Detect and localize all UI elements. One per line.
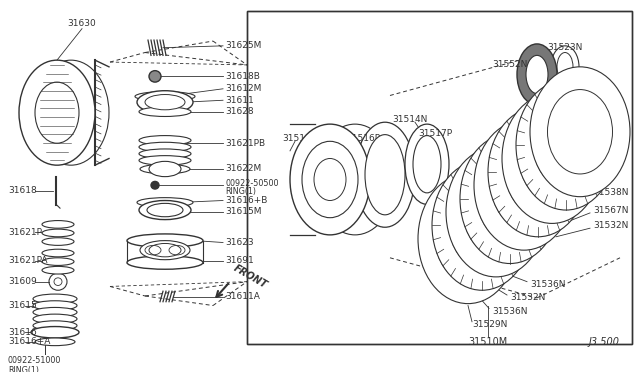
Ellipse shape: [502, 94, 602, 224]
Text: 31529N: 31529N: [472, 320, 508, 329]
Ellipse shape: [139, 155, 191, 165]
Ellipse shape: [315, 124, 395, 235]
Ellipse shape: [135, 92, 195, 101]
Ellipse shape: [127, 234, 203, 247]
Ellipse shape: [127, 256, 203, 269]
Ellipse shape: [365, 135, 405, 215]
Text: 31615: 31615: [8, 301, 36, 310]
Ellipse shape: [516, 80, 616, 210]
Ellipse shape: [530, 67, 630, 197]
Ellipse shape: [33, 301, 77, 310]
Ellipse shape: [149, 243, 181, 257]
Ellipse shape: [432, 160, 532, 290]
Text: 31611A: 31611A: [225, 292, 260, 301]
Text: 31621PB: 31621PB: [225, 139, 265, 148]
Ellipse shape: [42, 266, 74, 274]
Text: 31616+B: 31616+B: [225, 196, 268, 205]
Ellipse shape: [139, 107, 191, 116]
Ellipse shape: [33, 294, 77, 304]
Text: 31536N: 31536N: [492, 307, 527, 316]
Circle shape: [151, 182, 159, 189]
Text: 31622M: 31622M: [225, 164, 261, 173]
Text: 31621P: 31621P: [8, 228, 42, 237]
Ellipse shape: [139, 201, 191, 219]
Text: 31618B: 31618B: [225, 72, 260, 81]
Ellipse shape: [460, 134, 560, 263]
Text: 31630: 31630: [68, 19, 97, 28]
Ellipse shape: [140, 241, 190, 260]
Text: 31516P: 31516P: [346, 134, 380, 143]
Text: 31623: 31623: [225, 238, 253, 247]
Ellipse shape: [140, 164, 190, 174]
Ellipse shape: [290, 124, 370, 235]
Text: 31532N: 31532N: [593, 221, 628, 230]
Text: 31567N: 31567N: [593, 206, 628, 215]
Text: 31511M: 31511M: [282, 134, 319, 143]
Ellipse shape: [405, 124, 449, 204]
Circle shape: [149, 71, 161, 82]
Ellipse shape: [137, 91, 193, 113]
Text: J3 500: J3 500: [589, 337, 620, 347]
Text: 31536N: 31536N: [530, 280, 566, 289]
Ellipse shape: [42, 229, 74, 237]
Ellipse shape: [355, 122, 415, 227]
Ellipse shape: [551, 46, 579, 88]
Text: 31517P: 31517P: [418, 129, 452, 138]
Ellipse shape: [42, 238, 74, 246]
Text: 31618: 31618: [8, 186, 36, 195]
Ellipse shape: [137, 198, 193, 207]
Ellipse shape: [149, 161, 181, 177]
Ellipse shape: [33, 307, 77, 317]
Text: 31510M: 31510M: [468, 337, 508, 347]
Text: 31552N: 31552N: [492, 60, 527, 70]
Text: 31538N: 31538N: [593, 188, 628, 198]
Ellipse shape: [139, 142, 191, 152]
Text: 31621PA: 31621PA: [8, 256, 47, 265]
Ellipse shape: [139, 149, 191, 158]
Ellipse shape: [147, 203, 183, 217]
Ellipse shape: [418, 174, 518, 304]
Text: RING(1): RING(1): [8, 366, 39, 372]
Ellipse shape: [474, 120, 574, 250]
Text: 31532N: 31532N: [510, 294, 545, 302]
Ellipse shape: [446, 147, 546, 277]
Text: FRONT: FRONT: [232, 263, 269, 291]
Text: 31523N: 31523N: [547, 43, 582, 52]
Ellipse shape: [33, 321, 77, 330]
Text: 31612M: 31612M: [225, 84, 261, 93]
Text: 00922-50500: 00922-50500: [225, 179, 278, 188]
Ellipse shape: [488, 107, 588, 237]
Text: 31628: 31628: [225, 107, 253, 116]
Bar: [247, 12, 632, 344]
Ellipse shape: [413, 135, 441, 193]
Text: 31611: 31611: [225, 96, 253, 105]
Text: 31615M: 31615M: [225, 208, 262, 217]
Ellipse shape: [33, 314, 77, 324]
Ellipse shape: [42, 221, 74, 228]
Ellipse shape: [42, 249, 74, 257]
Text: 31625M: 31625M: [225, 41, 261, 50]
Text: 31616+A: 31616+A: [8, 337, 51, 346]
Ellipse shape: [526, 55, 548, 94]
Bar: [247, 12, 632, 344]
Ellipse shape: [139, 135, 191, 145]
Text: 31691: 31691: [225, 256, 253, 265]
Ellipse shape: [145, 94, 185, 110]
Text: 31514N: 31514N: [392, 115, 428, 124]
Ellipse shape: [42, 258, 74, 266]
Text: 31616: 31616: [8, 328, 36, 337]
Text: RING(1): RING(1): [225, 187, 256, 196]
Ellipse shape: [19, 60, 95, 165]
Text: 31609: 31609: [8, 277, 36, 286]
Ellipse shape: [517, 44, 557, 105]
Text: 00922-51000: 00922-51000: [8, 356, 61, 365]
Ellipse shape: [35, 338, 75, 346]
Ellipse shape: [31, 327, 79, 338]
